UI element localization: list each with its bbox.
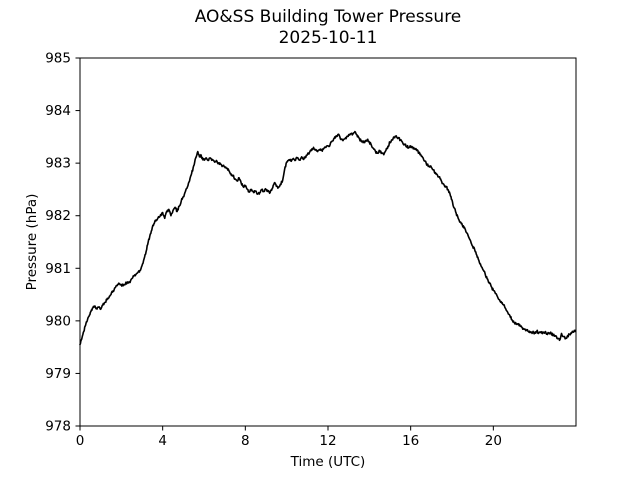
y-tick-label: 980 <box>45 313 71 329</box>
x-tick-label: 20 <box>485 433 502 449</box>
x-tick-label: 8 <box>241 433 250 449</box>
y-tick-label: 983 <box>45 156 71 172</box>
y-tick-label: 979 <box>45 366 71 382</box>
plot-area-border <box>79 57 577 427</box>
y-tick-label: 984 <box>45 103 71 119</box>
x-axis-ticks: 0 4 8 12 16 20 <box>76 426 502 449</box>
y-tick-label: 981 <box>45 261 71 277</box>
y-tick-label: 978 <box>45 419 71 435</box>
pressure-line <box>79 130 577 346</box>
x-tick-label: 0 <box>76 433 85 449</box>
x-tick-label: 4 <box>158 433 167 449</box>
x-axis-label: Time (UTC) <box>290 454 366 470</box>
y-tick-label: 985 <box>45 51 71 67</box>
chart-title: AO&SS Building Tower Pressure <box>195 7 462 27</box>
pressure-line-group <box>79 130 577 346</box>
y-axis-ticks: 978 979 980 981 982 983 984 985 <box>45 51 80 435</box>
x-tick-label: 12 <box>319 433 336 449</box>
y-tick-label: 982 <box>45 208 71 224</box>
y-axis-label: Pressure (hPa) <box>24 194 40 291</box>
x-tick-label: 16 <box>402 433 419 449</box>
chart-subtitle-date: 2025-10-11 <box>279 28 378 48</box>
